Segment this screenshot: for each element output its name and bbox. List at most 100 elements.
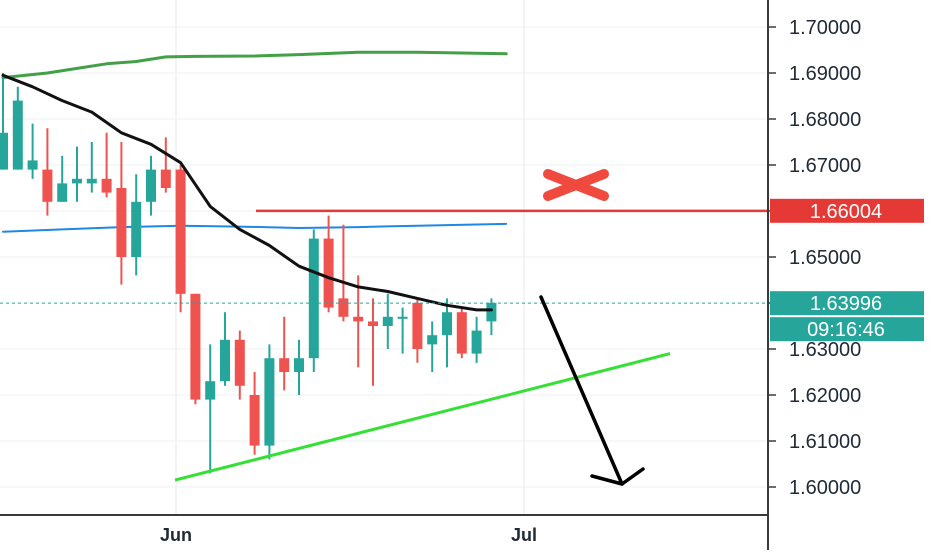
candle (264, 344, 275, 460)
candle-body (146, 169, 156, 202)
arrow-shaft (539, 295, 624, 486)
candle-body (486, 303, 497, 322)
candle (279, 316, 290, 391)
candle (294, 339, 304, 395)
candle-body (368, 321, 378, 326)
candles-layer (0, 73, 497, 474)
candle (486, 298, 497, 336)
current-price-label: 1.63996 (810, 293, 882, 315)
resistance-price-badge-bg (770, 198, 924, 223)
x-icon-stroke (543, 169, 609, 201)
candle (57, 155, 68, 202)
support-trendline (174, 352, 671, 482)
ma-green-line (1, 50, 508, 80)
countdown-badge: 09:16:46 (770, 317, 924, 342)
candle-body (42, 169, 53, 202)
y-tick-label: 1.63000 (789, 339, 861, 361)
candle (175, 165, 186, 313)
candle-body (190, 293, 201, 400)
candle-body (220, 339, 230, 382)
candle-body (323, 238, 334, 308)
annotations-layer (0, 169, 768, 486)
candle-body (101, 178, 112, 193)
candle-body (160, 169, 171, 188)
candle-body (294, 358, 304, 372)
candle (190, 293, 201, 405)
current-price-badge: 1.63996 (770, 291, 924, 316)
candle (27, 123, 38, 179)
candle-body (308, 238, 319, 359)
candle (146, 155, 156, 216)
candle (382, 293, 393, 349)
candle (42, 128, 53, 216)
candle (368, 298, 378, 386)
candle (0, 73, 8, 170)
candle-body (249, 395, 260, 446)
candle (72, 146, 82, 202)
candle (442, 298, 452, 368)
y-tick-label: 1.60000 (789, 477, 861, 499)
candle (131, 174, 142, 276)
current-price-badge-bg (770, 291, 924, 316)
candle-body (72, 178, 82, 184)
x-tick-label: Jul (511, 525, 537, 545)
candle (338, 224, 349, 322)
moving-average-black (1, 73, 493, 312)
candle-body (456, 312, 467, 354)
y-tick-label: 1.61000 (789, 431, 861, 453)
candle-body (57, 183, 68, 202)
ma-black-line (1, 73, 493, 312)
x-tick-label: Jun (160, 525, 192, 545)
candle-body (264, 358, 275, 446)
candle-body (131, 201, 142, 257)
candle-body (382, 316, 393, 326)
candle-body (338, 298, 349, 317)
candle (234, 330, 245, 400)
moving-average-green (1, 50, 508, 80)
candle-body (397, 316, 408, 319)
y-tick-label: 1.68000 (789, 109, 861, 131)
candle (101, 132, 112, 198)
candle (12, 86, 23, 170)
candle-body (427, 335, 438, 345)
arrow-head (590, 467, 645, 486)
candle-body (27, 160, 38, 170)
candle (220, 312, 230, 386)
candle-body (353, 316, 364, 322)
countdown-badge-bg (770, 317, 924, 342)
candle (471, 316, 482, 363)
candle-body (471, 330, 482, 354)
candle-body (234, 339, 245, 386)
candle-body (116, 188, 127, 257)
candle-body (12, 100, 23, 170)
candle (397, 307, 408, 354)
candle (456, 307, 467, 359)
grid-layer (0, 0, 768, 515)
y-tick-label: 1.69000 (789, 63, 861, 85)
candle-body (0, 132, 8, 170)
y-tick-label: 1.70000 (789, 17, 861, 39)
candle (160, 137, 171, 193)
candle-body (279, 358, 290, 372)
countdown-label: 09:16:46 (807, 319, 885, 341)
moving-average-blue (2, 222, 508, 233)
candle (412, 298, 423, 363)
resistance-price-badge: 1.66004 (770, 198, 924, 223)
y-tick-label: 1.67000 (789, 155, 861, 177)
candle-body (412, 303, 423, 349)
candle (86, 142, 97, 193)
candle (249, 372, 260, 455)
down-arrow-icon (539, 295, 645, 486)
candle (308, 229, 319, 372)
candle (353, 275, 364, 368)
candle (116, 142, 127, 285)
resistance-price-label: 1.66004 (810, 201, 882, 223)
y-tick-label: 1.62000 (789, 385, 861, 407)
y-tick-label: 1.65000 (789, 247, 861, 269)
ma-blue-line (2, 222, 508, 233)
candle-body (442, 312, 452, 336)
candle-body (86, 178, 97, 184)
